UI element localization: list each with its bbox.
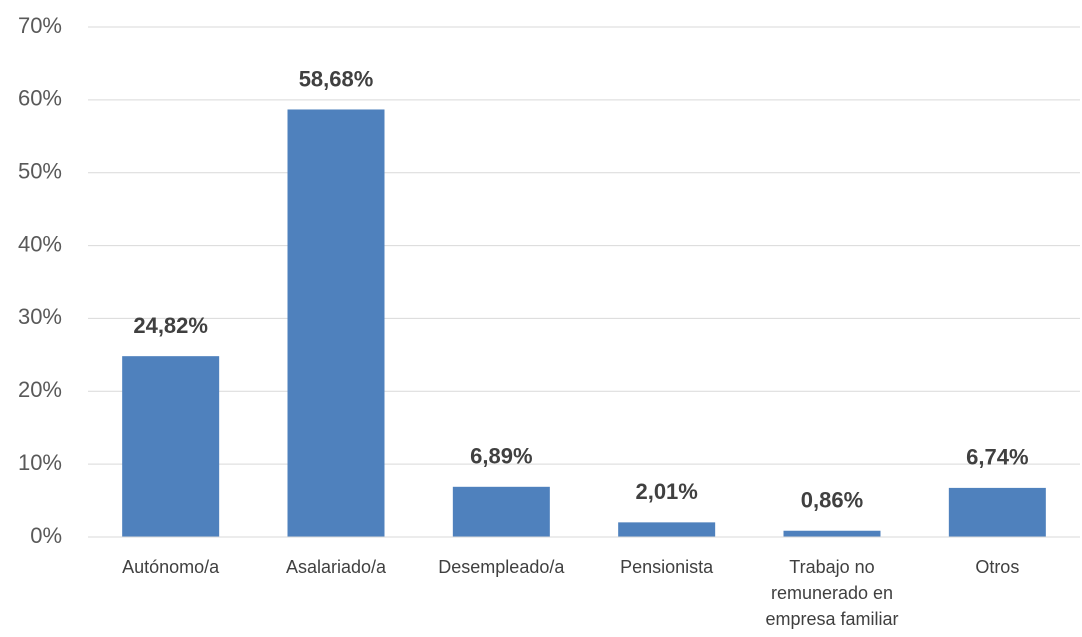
x-tick-label: Desempleado/a <box>438 557 565 577</box>
bar <box>287 109 385 537</box>
bar <box>618 522 716 537</box>
x-tick-label: Trabajo no remunerado en empresa familiar <box>765 557 898 629</box>
bar <box>122 356 220 537</box>
y-tick-label: 40% <box>18 231 62 256</box>
bar <box>452 486 550 537</box>
y-tick-label: 70% <box>18 13 62 38</box>
bar <box>783 530 881 537</box>
y-tick-label: 20% <box>18 377 62 402</box>
data-label: 6,89% <box>470 444 532 469</box>
x-tick-label: Asalariado/a <box>286 557 387 577</box>
data-label: 24,82% <box>133 313 208 338</box>
y-tick-label: 60% <box>18 86 62 111</box>
data-label: 58,68% <box>299 66 374 91</box>
y-tick-label: 0% <box>30 523 62 548</box>
x-tick-label: Otros <box>975 557 1019 577</box>
y-tick-label: 50% <box>18 159 62 184</box>
y-tick-label: 10% <box>18 450 62 475</box>
bar <box>948 487 1046 537</box>
x-tick-label: Autónomo/a <box>122 557 220 577</box>
data-label: 6,74% <box>966 445 1028 470</box>
data-label: 2,01% <box>635 479 697 504</box>
data-label: 0,86% <box>801 488 863 513</box>
y-tick-label: 30% <box>18 304 62 329</box>
x-tick-label: Pensionista <box>620 557 714 577</box>
